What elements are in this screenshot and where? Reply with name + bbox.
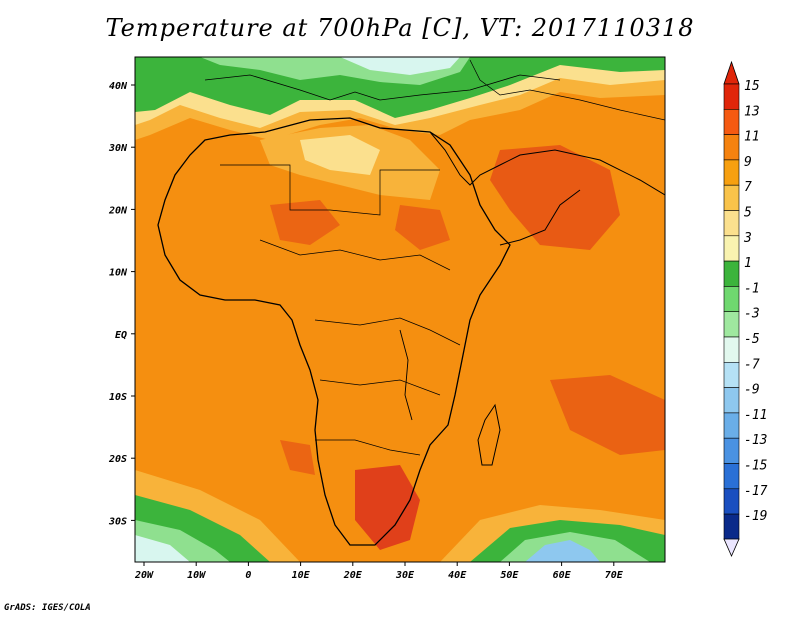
- colorbar-swatch: [723, 184, 740, 211]
- lon-tick-label: 50E: [500, 570, 519, 581]
- grads-credit: GrADS: IGES/COLA: [4, 603, 91, 613]
- lat-tick-label: 20N: [108, 205, 128, 216]
- colorbar-swatch: [723, 83, 740, 110]
- lon-tick-label: 0: [245, 570, 251, 581]
- colorbar-label: -19: [744, 509, 767, 524]
- lon-tick-label: 60E: [553, 570, 572, 581]
- colorbar-swatch: [723, 437, 740, 464]
- colorbar-swatch: [723, 387, 740, 414]
- colorbar-swatch: [723, 159, 740, 186]
- lat-tick-label: EQ: [115, 330, 127, 341]
- colorbar-label: 5: [744, 206, 752, 221]
- colorbar: 15 13 11 9 7 5 3 1 -1 -3 -5 -7 -9 -11 -13 -15 -17 -19: [723, 60, 768, 557]
- colorbar-swatch: [723, 134, 740, 161]
- colorbar-label: 7: [744, 180, 752, 195]
- colorbar-label: 13: [744, 104, 760, 119]
- colorbar-label: -17: [744, 484, 768, 499]
- colorbar-label: -7: [744, 357, 760, 372]
- colorbar-label: 1: [744, 256, 752, 271]
- latitude-axis: 40N 30N 20N 10N EQ 10S 20S 30S: [108, 81, 135, 527]
- colorbar-swatch: [723, 286, 740, 312]
- colorbar-swatch: [723, 235, 740, 262]
- lat-tick-label: 40N: [109, 81, 128, 92]
- colorbar-swatch: [723, 412, 740, 439]
- colorbar-label: -11: [744, 408, 767, 423]
- lat-tick-label: 10S: [109, 392, 127, 403]
- longitude-axis: 20W 10W 0 10E 20E 30E 40E 50E 60E 70E: [134, 562, 624, 581]
- colorbar-swatch: [723, 361, 740, 388]
- colorbar-label: -15: [744, 459, 768, 474]
- colorbar-swatch: [723, 260, 740, 287]
- colorbar-swatch: [723, 109, 740, 135]
- lat-tick-label: 30S: [108, 516, 127, 527]
- colorbar-label: -3: [744, 307, 760, 322]
- lat-tick-label: 20S: [108, 454, 127, 465]
- colorbar-min-arrow: [723, 538, 740, 557]
- colorbar-label: 3: [743, 231, 752, 246]
- lon-tick-label: 10W: [187, 570, 206, 581]
- colorbar-swatch: [723, 311, 740, 338]
- colorbar-label: -9: [744, 383, 760, 398]
- colorbar-label: 11: [744, 130, 760, 145]
- colorbar-swatch: [723, 210, 740, 237]
- lon-tick-label: 20W: [134, 570, 154, 581]
- map-panel: 20W 10W 0 10E 20E 30E 40E 50E 60E 70E 40N 30N 20N 10…: [108, 56, 666, 581]
- colorbar-swatch: [723, 463, 740, 490]
- chart-title: Temperature at 700hPa [C], VT: 201711031…: [105, 14, 695, 42]
- lon-tick-label: 20E: [343, 570, 363, 581]
- lon-tick-label: 70E: [605, 570, 624, 581]
- colorbar-label: -13: [744, 433, 767, 448]
- colorbar-swatch: [723, 488, 740, 515]
- lat-tick-label: 10N: [109, 268, 128, 279]
- lon-tick-label: 30E: [395, 570, 415, 581]
- lon-tick-label: 10E: [292, 570, 311, 581]
- lon-tick-label: 40E: [448, 570, 467, 581]
- colorbar-label: 9: [744, 155, 752, 170]
- temperature-field: [135, 57, 665, 562]
- colorbar-max-arrow: [723, 60, 740, 85]
- colorbar-swatch: [723, 513, 740, 540]
- colorbar-label: -1: [744, 281, 760, 296]
- colorbar-label: 15: [744, 79, 760, 94]
- colorbar-swatch: [723, 336, 740, 363]
- colorbar-label: -5: [744, 332, 760, 347]
- lat-tick-label: 30N: [108, 143, 128, 154]
